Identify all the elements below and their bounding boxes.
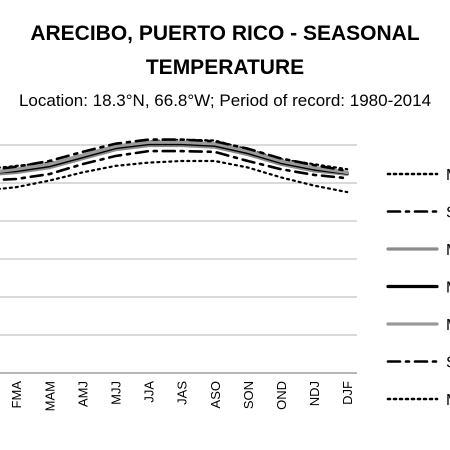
legend-label-2: M [446,242,450,259]
x-tick-label: JJA [142,381,157,403]
series-line-5 [0,138,349,173]
legend-label-6: M [446,392,450,409]
x-tick-label: OND [274,381,289,410]
series-line-3 [0,142,349,175]
x-tick-label: SON [241,381,256,409]
x-tick-label: FMA [9,381,24,409]
chart-title-line1: ARECIBO, PUERTO RICO - SEASONAL [30,22,420,45]
x-tick-label: MAM [42,381,57,411]
chart-title-line2: TEMPERATURE [145,56,305,79]
x-tick-label: MJJ [109,381,124,405]
x-tick-label: JAS [175,381,190,405]
legend-label-0: M [446,167,450,184]
x-tick-label: ASO [208,381,223,408]
x-tick-label: DJF [340,381,355,405]
legend-label-1: S [446,205,450,222]
chart-subtitle: Location: 18.3°N, 66.8°W; Period of reco… [18,91,432,110]
series-line-4 [0,140,349,175]
series-line-1 [0,149,349,182]
legend-label-3: M [446,280,450,297]
x-tick-label: NDJ [307,381,322,406]
legend-label-5: S [446,355,450,372]
legend-label-4: M [446,317,450,334]
series-line-6 [0,159,349,194]
series-line-2 [0,143,349,176]
x-tick-label: AMJ [75,381,90,407]
